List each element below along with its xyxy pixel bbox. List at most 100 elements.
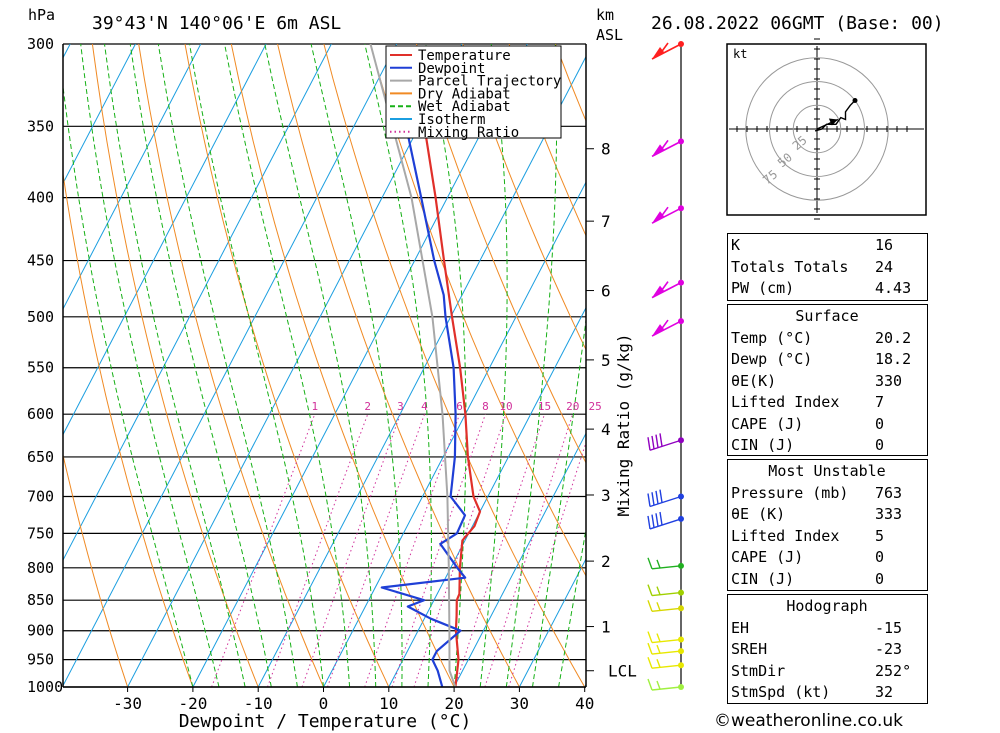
km-unit: km [596, 6, 614, 24]
legend-entry: Temperature [418, 48, 511, 64]
wind-barb-staff [651, 43, 682, 60]
pressure-tick-label: 950 [27, 651, 54, 669]
wet-adiabat-line [310, 44, 403, 687]
mixing-ratio-line [327, 414, 425, 687]
height-km-label: 7 [601, 212, 611, 231]
height-km-label: 4 [601, 420, 611, 439]
mixing-ratio-tick-label: 10 [499, 400, 512, 413]
pressure-tick-label: 600 [27, 405, 54, 423]
mixing-ratio-line [211, 414, 316, 687]
pressure-tick-label: 550 [27, 359, 54, 377]
height-km-label: 6 [601, 282, 611, 301]
wind-barb-flag [652, 285, 664, 298]
wind-barb [659, 511, 663, 526]
isotherm-line [127, 44, 463, 687]
height-km-label: 1 [601, 618, 611, 637]
wind-barb [651, 514, 655, 528]
wet-adiabat-line [129, 44, 272, 687]
most-unstable-table: Most Unstable Pressure (mb) 763 θE (K) 333… [727, 461, 927, 590]
legend-entry: Parcel Trajectory [418, 74, 561, 90]
index-row: CAPE (J) 0 [731, 414, 885, 433]
height-km-label: 3 [601, 486, 611, 505]
pressure-tick-label: 1000 [27, 678, 63, 696]
mixing-ratio-tick-label: 6 [456, 400, 463, 413]
index-row: Temp (°C) 20.2 [731, 328, 912, 347]
wind-barb [647, 515, 651, 530]
wind-barb [659, 139, 669, 152]
pressure-tick-label: 350 [27, 117, 54, 135]
asl-label: ASL [596, 26, 623, 44]
dry-adiabat-line [138, 44, 324, 687]
dry-adiabat-line [184, 44, 390, 687]
hodograph-indices-table: Hodograph EH -15 SREH -23 StmDir 252° StmSp… [727, 596, 927, 704]
wind-barb [655, 434, 659, 448]
legend-entry: Wet Adiabat [418, 99, 511, 115]
wind-barb [659, 42, 669, 55]
hodograph-trace [814, 100, 856, 132]
dry-adiabat-line [91, 44, 259, 687]
index-row: PW (cm) 4.43 [731, 279, 912, 298]
pressure-tick-label: 700 [27, 488, 54, 506]
wind-barb [651, 435, 655, 450]
hpa-unit: hPa [28, 6, 55, 24]
dry-adiabat-line [230, 44, 455, 687]
wind-barb [656, 602, 661, 611]
dry-adiabat-line [508, 44, 586, 237]
wind-barb [656, 680, 661, 690]
mixing-ratio-tick-label: 25 [588, 400, 601, 413]
wind-barb-staff [651, 686, 682, 691]
location-title: 39°43'N 140°06'E 6m ASL [92, 13, 341, 34]
dry-adiabat-line [462, 44, 586, 351]
wind-barb-staff [651, 565, 682, 570]
wet-adiabat-line [558, 526, 586, 687]
height-km-label: 2 [601, 552, 611, 571]
temperature-tick-label: 10 [379, 694, 398, 713]
pressure-tick-label: 400 [27, 189, 54, 207]
isotherm-line [63, 44, 202, 311]
wind-barb [659, 206, 669, 219]
wind-barb [647, 642, 653, 655]
dry-adiabat-line [416, 44, 586, 464]
dry-adiabat-line [926, 44, 1000, 687]
mixing-ratio-line [301, 414, 401, 687]
wind-barb [659, 319, 669, 332]
temperature-tick-label: -10 [244, 694, 273, 713]
wind-barb [655, 490, 659, 505]
mixing-ratio-line [267, 414, 369, 687]
wet-adiabat-line [189, 44, 324, 687]
wind-barb-flag [652, 144, 664, 157]
mixing-ratio-tick-label: 3 [397, 400, 404, 413]
series-lines [369, 44, 482, 687]
index-row: K 16 [731, 236, 894, 255]
mixing-ratio-tick-label: 1 [312, 400, 319, 413]
pressure-tick-label: 850 [27, 591, 54, 609]
wet-adiabat-line [364, 44, 432, 687]
legend-entry: Mixing Ratio [418, 125, 519, 141]
wind-barb [651, 492, 655, 506]
general-indices-table: K 16 Totals Totals 24 PW (cm) 4.43 [727, 235, 927, 300]
surface-table: Surface Temp (°C) 20.2 Dewp (°C) 18.2 θE(K… [727, 306, 927, 457]
wind-barb [647, 493, 651, 507]
copyright-footer[interactable]: ©weatheronline.co.uk [714, 711, 904, 731]
isotherm-line [63, 44, 398, 687]
height-km-label: LCL [608, 662, 637, 681]
mixing-ratio-tick-label: 4 [421, 400, 428, 413]
wind-barb [656, 633, 661, 642]
general-indices-box [727, 233, 928, 301]
wind-barb [647, 656, 653, 669]
wind-barb [647, 437, 651, 451]
hodograph-indices-title: Hodograph [786, 597, 868, 616]
pressure-tick-label: 900 [27, 622, 54, 640]
index-row: θE(K) 330 [731, 371, 903, 390]
hodograph-ring [769, 81, 865, 177]
dry-adiabat-line [277, 44, 520, 687]
index-row: Totals Totals 24 [731, 257, 894, 276]
temperature-tick-label: 30 [510, 694, 529, 713]
wind-barb [656, 559, 661, 569]
legend-frame [385, 45, 562, 139]
wind-barb [656, 658, 661, 668]
dewpoint-line [380, 94, 467, 687]
wind-barb-staff [651, 320, 682, 337]
wind-barb-flag [652, 324, 664, 337]
